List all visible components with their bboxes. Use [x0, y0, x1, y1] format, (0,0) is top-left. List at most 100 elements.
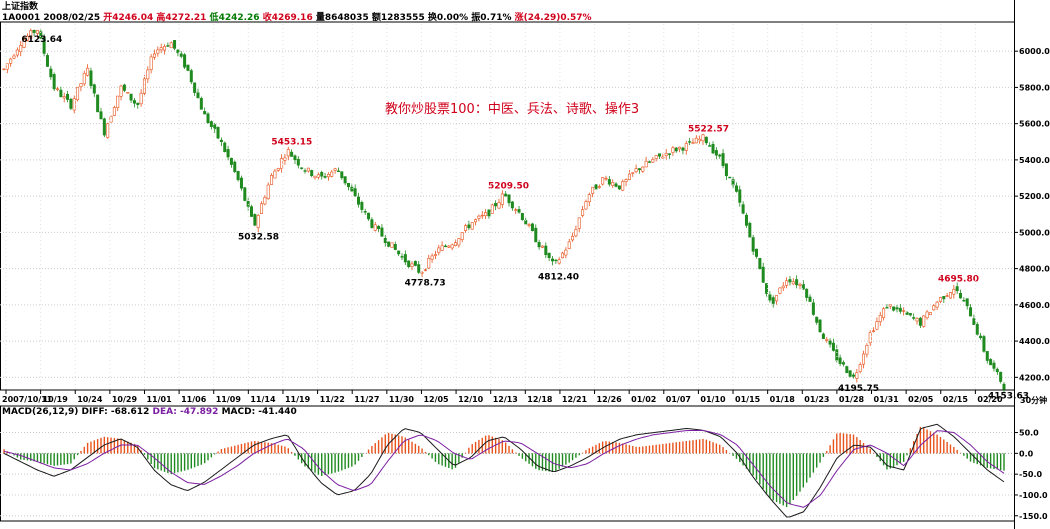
candle-body	[969, 307, 973, 317]
candle-body	[229, 157, 233, 165]
candle-body	[527, 224, 531, 226]
candle-body	[19, 45, 23, 53]
candle-body	[340, 171, 344, 179]
candle-body	[423, 269, 427, 271]
candle-body	[196, 92, 200, 99]
candle-body	[316, 174, 320, 178]
macd-label: MACD(26,12,9)	[2, 407, 79, 417]
candle-body	[393, 244, 397, 250]
candle-body	[273, 170, 277, 179]
candle-body	[775, 295, 779, 302]
candle-body	[547, 252, 551, 259]
candle-body	[898, 307, 902, 312]
candle-body	[744, 214, 748, 226]
candle-body	[798, 283, 802, 286]
candle-body	[999, 371, 1003, 382]
candle-body	[905, 311, 909, 315]
macd-panel-border	[0, 405, 1015, 522]
price-panel-border	[0, 21, 1015, 391]
candle-body	[86, 67, 90, 76]
price-grid	[0, 50, 1014, 378]
candle-body	[644, 160, 648, 168]
x-tick-label: 01/02	[631, 395, 656, 404]
candle-body	[132, 100, 136, 104]
price-annotation: 5453.15	[271, 137, 312, 147]
candle-body	[935, 301, 939, 308]
candle-body	[544, 245, 548, 256]
candle-body	[126, 92, 130, 94]
price-annotation: 5032.58	[238, 232, 279, 242]
macd-tick-label: 0.0	[1019, 449, 1034, 458]
macd-tick-label: 50.0	[1019, 429, 1039, 438]
candle-body	[169, 42, 173, 49]
price-tick-label: 5000.0	[1019, 228, 1050, 237]
candle-body	[79, 83, 83, 88]
candle-body	[631, 172, 635, 174]
price-tick-label: 4200.0	[1019, 373, 1050, 382]
candle-body	[771, 297, 775, 304]
amount-label: 额	[371, 13, 381, 23]
candle-body	[878, 315, 882, 323]
candle-body	[433, 254, 437, 256]
candle-body	[594, 184, 598, 190]
candle-body	[928, 312, 932, 315]
candle-body	[601, 177, 605, 185]
candle-body	[206, 113, 210, 124]
candle-body	[510, 201, 514, 209]
candle-body	[738, 189, 742, 203]
candle-body	[1002, 383, 1006, 390]
candle-body	[76, 86, 80, 101]
x-tick-label: 01/28	[839, 395, 865, 404]
amp-label: 振	[471, 13, 481, 23]
x-tick-label: 11/30	[389, 395, 415, 404]
candle-body	[296, 158, 300, 166]
price-annotation: 5209.50	[488, 181, 529, 191]
candle-body	[66, 93, 70, 100]
price-annotation: 4695.80	[938, 274, 979, 284]
candlestick-series	[2, 28, 1006, 393]
candle-body	[835, 349, 839, 361]
candle-body	[825, 339, 829, 341]
x-tick-label: 01/23	[804, 395, 829, 404]
macd-header: MACD(26,12,9) DIFF: -68.612 DEA: -47.892…	[2, 407, 297, 417]
macd-y-axis: 50.0 0.0 -50.0 -100.0 -150.0	[1014, 429, 1048, 521]
candle-body	[149, 56, 153, 70]
candle-body	[216, 126, 220, 139]
pct-label: 涨	[514, 13, 524, 23]
candle-body	[888, 304, 892, 307]
candle-body	[564, 249, 568, 256]
macd-grid	[0, 432, 1014, 517]
x-tick-label: 11/27	[354, 395, 379, 404]
candle-body	[554, 259, 558, 262]
candle-body	[708, 145, 712, 147]
candle-body	[346, 182, 350, 188]
price-y-axis: 4200.0 4400.0 4600.0 4800.0 5000.0 5200.0 5400…	[1014, 47, 1050, 382]
change-label: 换	[427, 13, 437, 23]
candle-body	[400, 256, 404, 258]
low-label: 低	[209, 13, 219, 23]
candle-body	[52, 74, 56, 90]
x-tick-label: 12/18	[527, 395, 553, 404]
candle-body	[892, 306, 896, 311]
x-tick-label: 01/10	[700, 395, 726, 404]
candle-body	[300, 167, 304, 169]
candle-body	[15, 49, 19, 56]
candle-body	[25, 36, 29, 41]
candle-body	[370, 219, 374, 228]
macd-diff: DIFF: -68.612	[81, 407, 150, 417]
candle-body	[838, 357, 842, 364]
candle-body	[223, 142, 227, 152]
candle-body	[637, 168, 641, 171]
candle-body	[407, 260, 411, 267]
candle-body	[831, 342, 835, 351]
diff-line	[3, 423, 1005, 518]
candle-body	[908, 313, 912, 316]
candle-body	[102, 118, 106, 136]
candle-body	[684, 143, 688, 151]
candle-body	[517, 209, 521, 213]
period-label[interactable]: 30分钟	[1020, 396, 1048, 405]
candle-body	[490, 204, 494, 214]
candle-body	[260, 203, 264, 214]
open-label: 开	[103, 13, 113, 23]
